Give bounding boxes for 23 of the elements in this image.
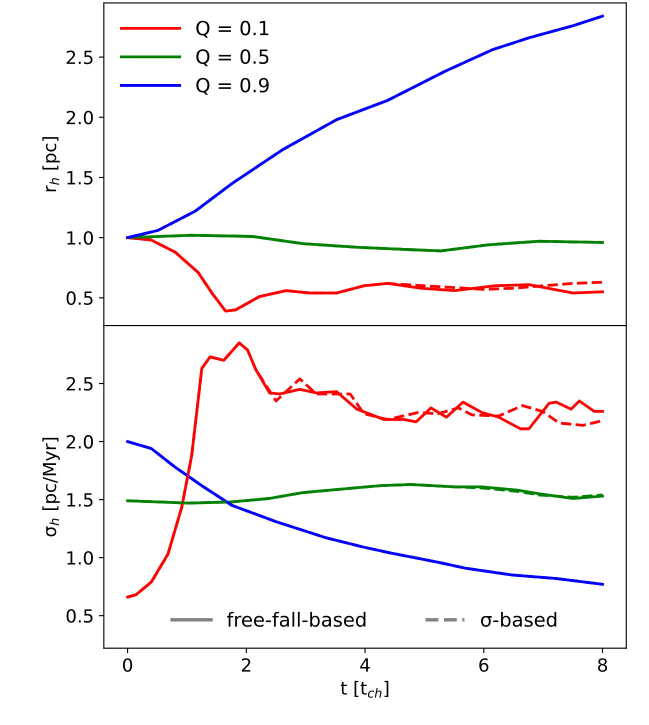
legend-label: Q = 0.5 bbox=[196, 49, 268, 66]
x-tick-label: 2 bbox=[242, 658, 250, 672]
y-tick-label: 0.5 bbox=[66, 609, 93, 623]
y-tick-label: 0.5 bbox=[66, 291, 93, 305]
y-tick-label: 1.0 bbox=[67, 551, 93, 565]
annotation: free-fall-based bbox=[227, 612, 366, 627]
y-tick-label: 1.5 bbox=[67, 493, 93, 507]
x-tick-label: 8 bbox=[598, 658, 608, 672]
legend-label: Q = 0.9 bbox=[196, 78, 269, 95]
y-tick-label: 2.0 bbox=[66, 435, 93, 449]
annotation: σ-based bbox=[481, 612, 556, 627]
x-axis-title: t [t$_{ch}$] bbox=[340, 680, 388, 698]
y-tick-label: 2.0 bbox=[66, 110, 93, 124]
y-tick-label: 1.5 bbox=[67, 171, 93, 185]
legend-label: Q = 0.1 bbox=[196, 20, 268, 38]
y-tick-label: 2.5 bbox=[66, 377, 93, 391]
x-tick-label: 6 bbox=[479, 658, 488, 672]
x-tick-label: 0 bbox=[123, 658, 132, 672]
y-tick-label: 2.5 bbox=[66, 50, 93, 64]
y-axis-title: r$_{h}$ [pc] bbox=[42, 137, 60, 192]
y-axis-title: σ$_{h}$ [pc/Myr] bbox=[42, 438, 60, 536]
x-tick-label: 4 bbox=[360, 658, 370, 672]
y-tick-label: 1.0 bbox=[67, 231, 93, 245]
